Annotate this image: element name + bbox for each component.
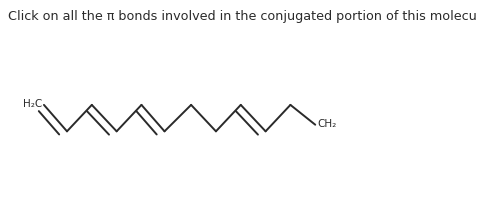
- Text: Click on all the π bonds involved in the conjugated portion of this molecule.: Click on all the π bonds involved in the…: [8, 10, 478, 23]
- Text: CH₂: CH₂: [317, 119, 336, 129]
- Text: H₂C: H₂C: [23, 99, 42, 109]
